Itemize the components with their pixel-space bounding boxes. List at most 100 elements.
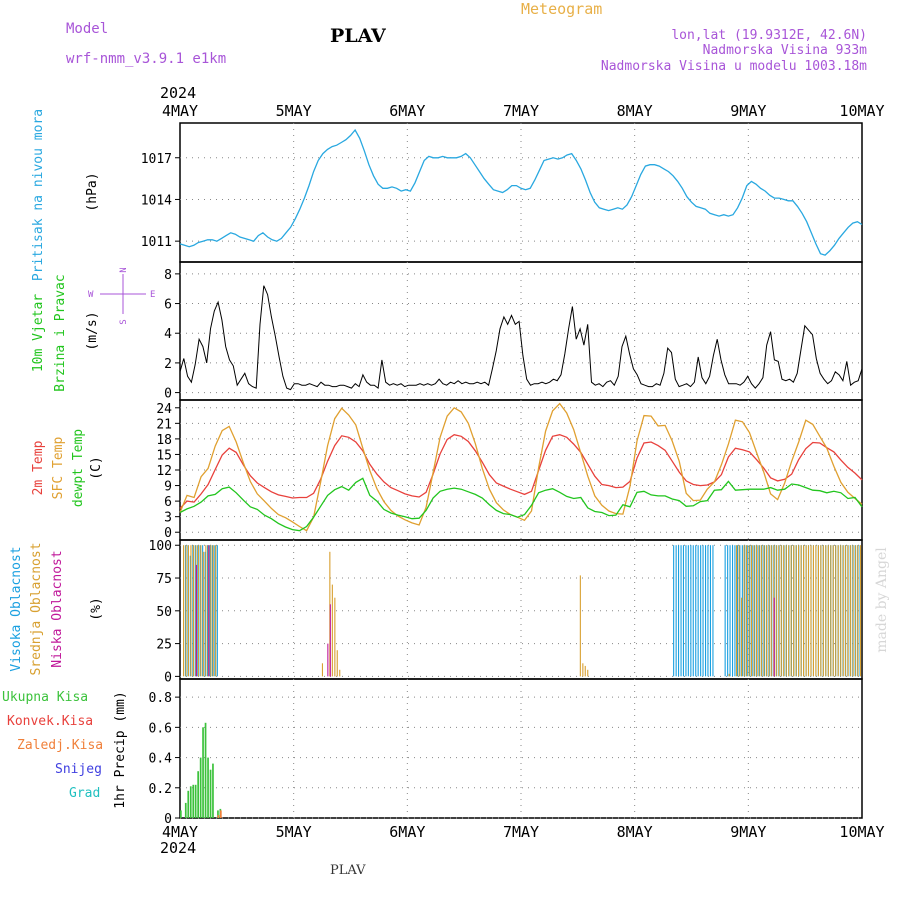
clouds-bar (729, 545, 731, 677)
temperature-ytick-label: 18 (156, 433, 172, 448)
clouds-bar (748, 545, 750, 677)
clouds-bar (770, 545, 772, 677)
clouds-bar (855, 545, 857, 677)
bottom-date-labels: 4MAY 5MAY 6MAY 7MAY 8MAY 9MAY 10MAY (162, 823, 885, 841)
top-date-label: 4MAY (162, 102, 198, 120)
clouds-bar (754, 545, 756, 677)
clouds-bar (697, 545, 699, 677)
clouds-bar (807, 545, 809, 677)
precip-bar (202, 727, 204, 818)
clouds-bar (763, 545, 765, 677)
meteogram-title: Meteogram (521, 0, 602, 18)
clouds-bar (209, 545, 211, 677)
clouds-bar (197, 545, 199, 677)
precip-bar (180, 810, 182, 818)
wind-ytick-label: 4 (164, 327, 172, 342)
coordinates-text: lon,lat (19.9312E, 42.6N) (671, 28, 867, 43)
clouds-bar (709, 545, 711, 677)
clouds-bar (739, 545, 741, 677)
clouds-bar (743, 545, 745, 677)
wind-ytick-label: 6 (164, 298, 172, 313)
year-top: 2024 (160, 84, 196, 102)
clouds-bar (755, 545, 757, 677)
precip-ytick-label: 0.4 (149, 752, 173, 767)
clouds-bar (753, 545, 755, 677)
bottom-date-label: 7MAY (503, 823, 539, 841)
clouds-bar (336, 650, 338, 677)
wind-ytick-label: 8 (164, 268, 172, 283)
clouds-bar (758, 545, 760, 677)
clouds-bar (741, 597, 743, 677)
clouds-bar (817, 545, 819, 677)
wind-series-line (179, 285, 863, 391)
clouds-bar (183, 545, 185, 677)
clouds-bar (795, 545, 797, 677)
clouds-ytick-label: 100 (149, 539, 172, 554)
clouds-bar (687, 545, 689, 677)
high-cloud-label: Visoka Oblacnost (9, 546, 24, 671)
precip-ytick-label: 0.8 (149, 691, 172, 706)
precip-panel: 0 0.2 0.4 0.6 0.8 (149, 678, 863, 827)
bottom-date-label: 9MAY (730, 823, 766, 841)
snow-label: Snijeg (55, 762, 102, 777)
mid-cloud-label: Srednja Oblacnost (29, 542, 44, 675)
clouds-bar (842, 545, 844, 677)
temperature-ytick-label: 0 (164, 526, 172, 541)
clouds-bar (832, 545, 834, 677)
compass-west-label: W (88, 290, 94, 300)
clouds-bar (700, 545, 702, 677)
clouds-bar (750, 545, 752, 677)
temp-unit: (C) (89, 456, 104, 479)
clouds-bar (840, 545, 842, 677)
clouds-bar (690, 545, 692, 677)
clouds-bar (327, 643, 329, 677)
precip-bar (197, 771, 199, 818)
precip-bar (212, 763, 214, 818)
wind-ytick-label: 0 (164, 387, 172, 402)
clouds-bar (760, 545, 762, 677)
clouds-bar (334, 597, 336, 677)
bottom-date-label: 10MAY (839, 823, 884, 841)
clouds-bar (212, 545, 214, 677)
station-title: PLAV (330, 25, 387, 47)
clouds-bar (673, 545, 675, 677)
clouds-bar (798, 545, 800, 677)
clouds-bar (695, 545, 697, 677)
clouds-bar (184, 545, 186, 677)
clouds-bar (192, 545, 194, 677)
precip-bar (209, 769, 212, 818)
clouds-panel: 0 25 50 75 100 (149, 539, 863, 685)
clouds-bar (210, 545, 212, 677)
clouds-bar (820, 545, 822, 677)
clouds-bar (830, 545, 832, 677)
clouds-bar (741, 545, 743, 677)
top-date-label: 5MAY (276, 102, 312, 120)
clouds-bar (702, 545, 704, 677)
clouds-bar (185, 545, 187, 677)
clouds-bar (208, 545, 210, 677)
clouds-bar (745, 545, 747, 677)
clouds-bar (857, 545, 859, 677)
clouds-ytick-label: 0 (164, 670, 172, 685)
clouds-bar (822, 545, 824, 677)
top-date-label: 9MAY (730, 102, 766, 120)
clouds-bar (587, 669, 589, 677)
temperature-series-line (179, 434, 863, 509)
clouds-bar (815, 545, 817, 677)
clouds-bar (202, 551, 204, 677)
clouds-bar (736, 545, 738, 677)
top-date-label: 6MAY (389, 102, 425, 120)
clouds-bar (727, 545, 729, 677)
footer-station: PLAV (330, 863, 366, 878)
clouds-bar (707, 545, 709, 677)
precip-bar (217, 815, 220, 818)
panels: 1011101410170246803691215182124025507510… (141, 122, 863, 827)
compass-east-label: E (150, 290, 155, 300)
precip-bar (189, 786, 192, 818)
clouds-bar (736, 545, 738, 677)
precip-unit: 1hr Precip (mm) (113, 691, 128, 808)
pressure-label: Pritisak na nivou mora (31, 109, 46, 281)
bottom-date-label: 6MAY (389, 823, 425, 841)
precip-bar (207, 757, 209, 818)
